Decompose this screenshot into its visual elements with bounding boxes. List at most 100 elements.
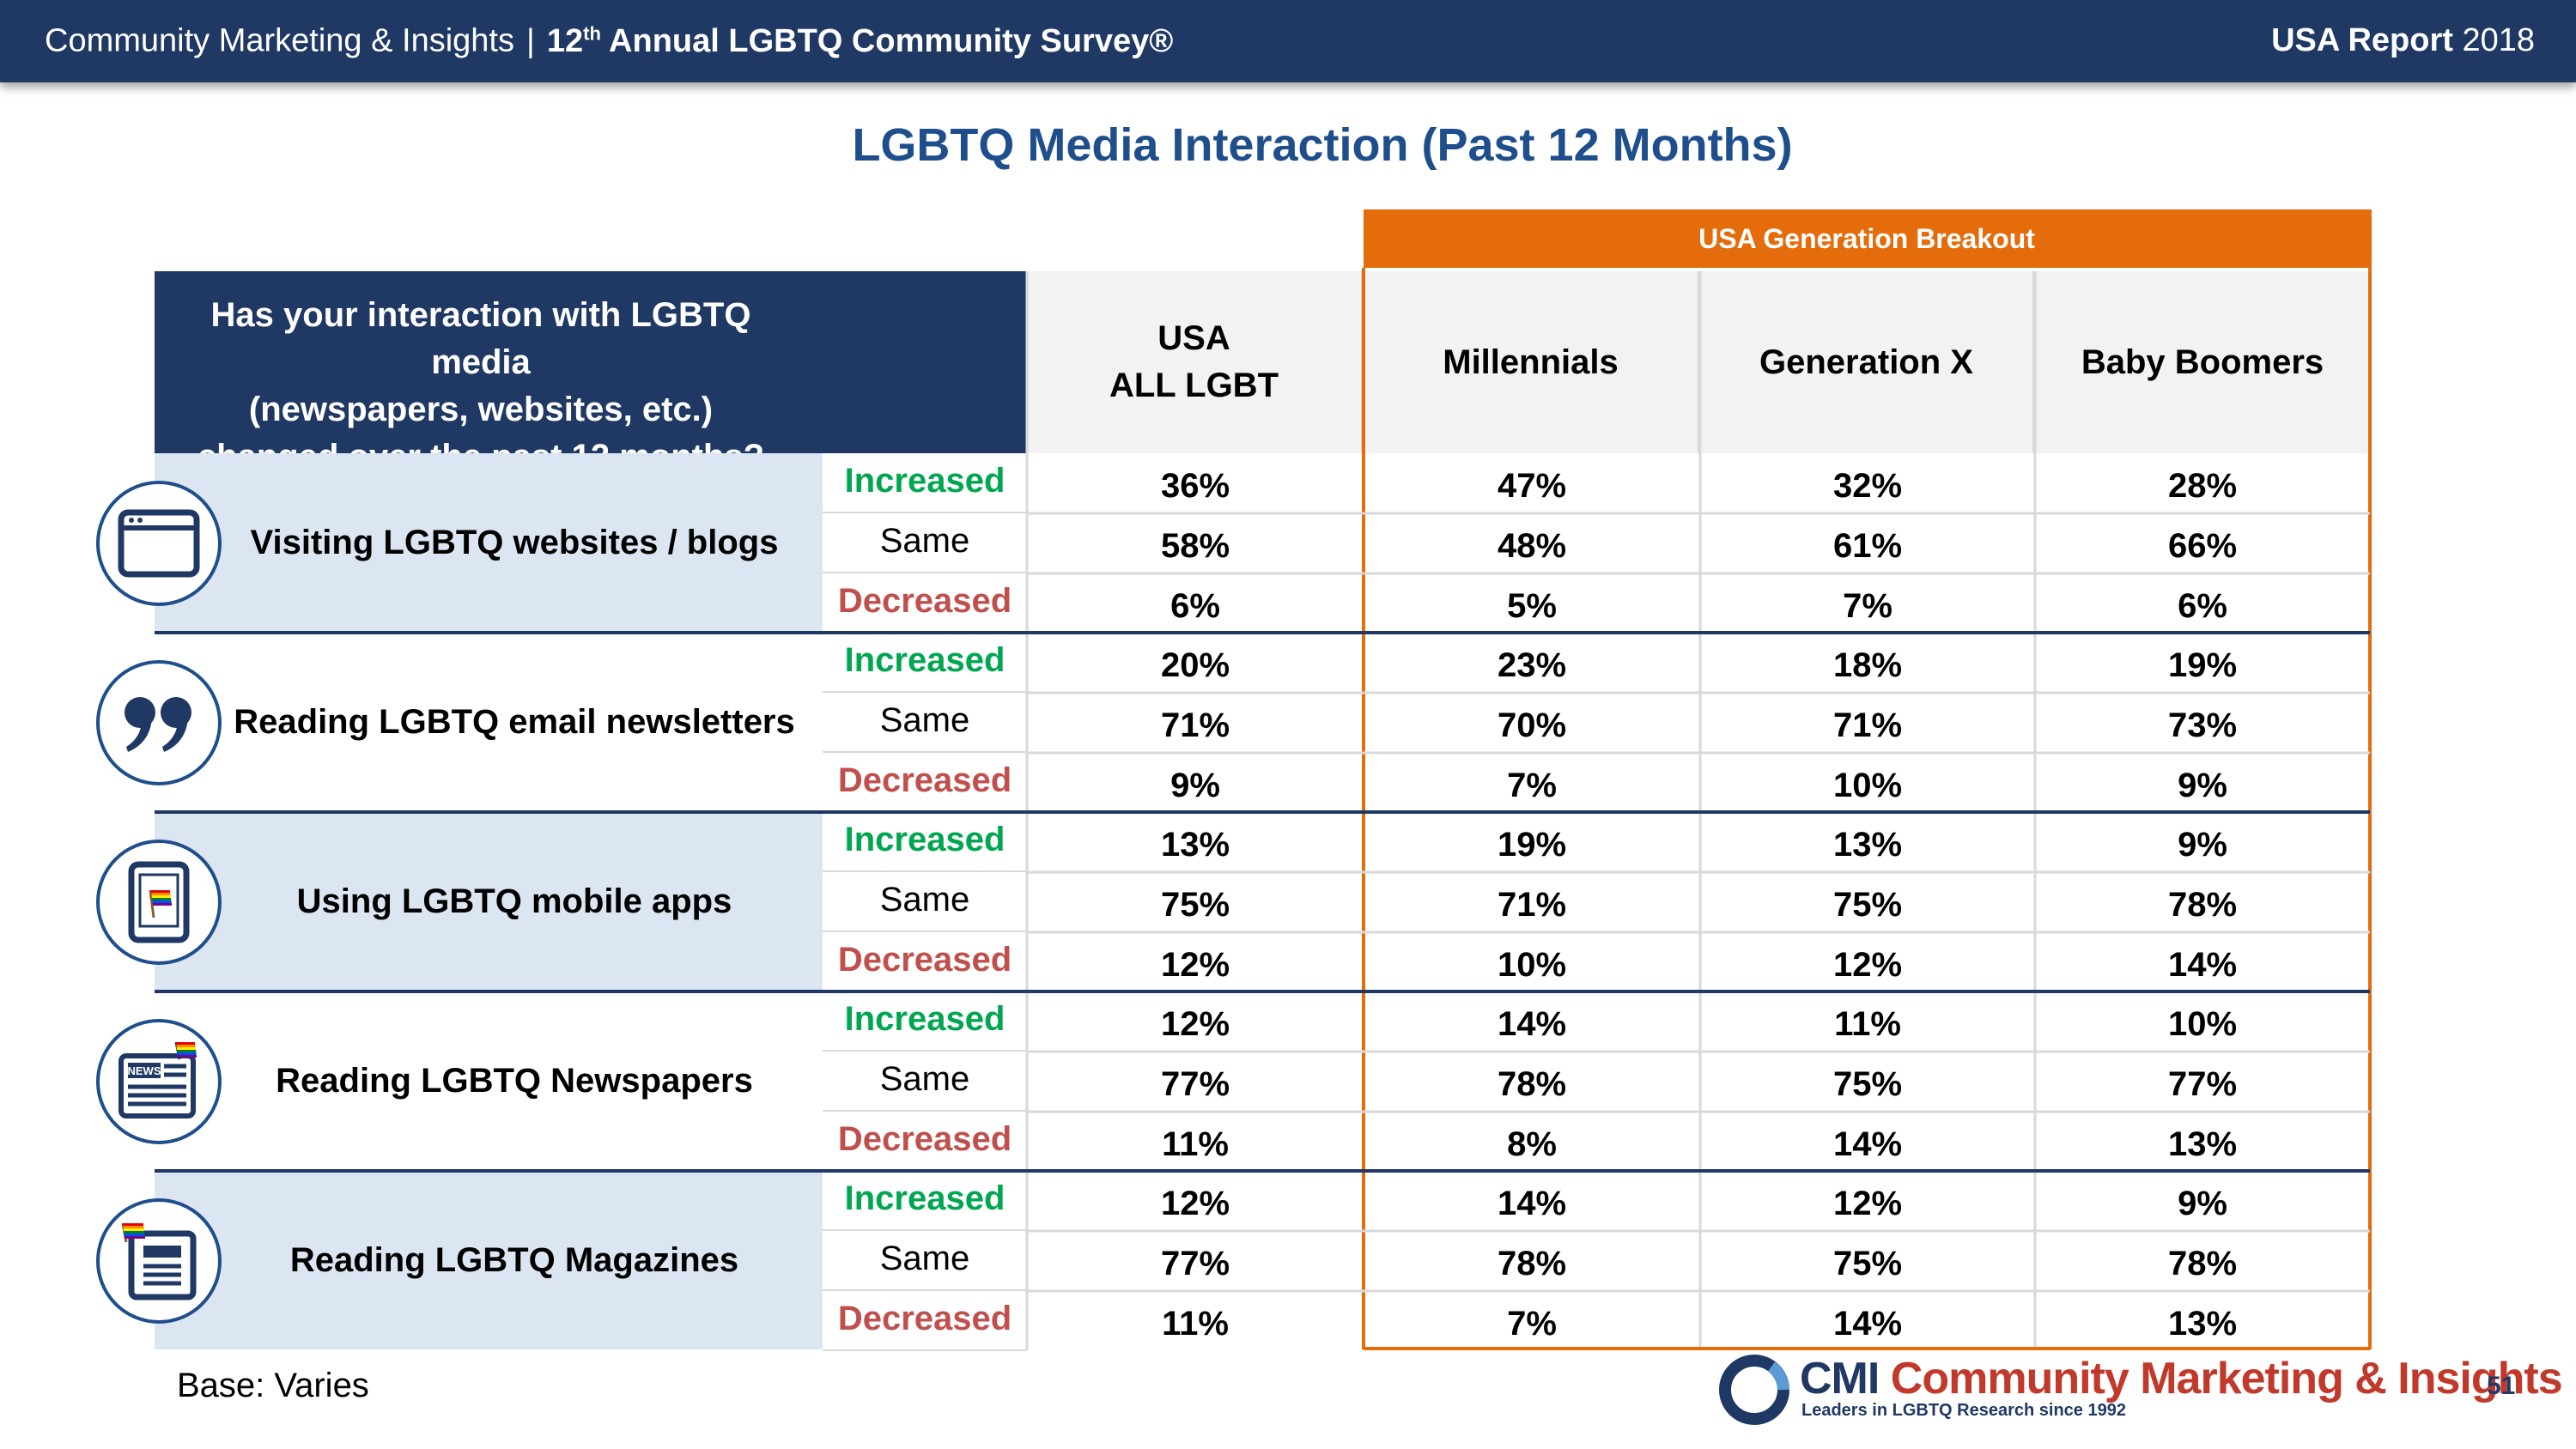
table-cell: 77% [1160,1065,1230,1103]
question-box: Has your interaction with LGBTQ media (n… [155,271,1027,476]
category-decreased: Decreased [823,1291,1027,1351]
table-cell: 23% [1497,646,1567,684]
category-increased: Increased [823,991,1027,1052]
category-increased: Increased [823,633,1027,693]
table-cell: 12% [1832,1185,1903,1222]
table-cell: 7% [1843,587,1893,625]
table-cell: 32% [1832,467,1903,505]
table-cell: 9% [1170,767,1220,804]
table-cell: 7% [1507,767,1557,804]
column-header-generation-x: Generation X [1700,271,2035,453]
category-increased: Increased [823,812,1027,872]
table-cell: 13% [2167,1125,2238,1163]
table-cell: 61% [1832,527,1903,565]
category-increased: Increased [823,1171,1027,1231]
table-cell: 12% [1160,946,1230,984]
table-cell: 10% [1497,946,1567,984]
table-cell: 71% [1160,706,1230,744]
survey-name: Annual LGBTQ Community Survey® [600,22,1174,59]
table-cell: 77% [2167,1065,2238,1103]
table-cell: 13% [1832,826,1903,864]
group-label: Reading LGBTQ email newsletters [234,702,795,741]
report-year: 2018 [2452,22,2535,58]
group-label: Reading LGBTQ Magazines [289,1240,739,1279]
table-cell: 36% [1160,467,1230,505]
column-header-all-lgbt: USA ALL LGBT [1027,271,1364,453]
table-cell: 28% [2167,467,2238,505]
slide-title: LGBTQ Media Interaction (Past 12 Months) [852,119,1793,171]
cmi-logo: CMI Community Marketing & Insights Leade… [1717,1351,2563,1428]
table-cell: 75% [1832,886,1903,924]
category-decreased: Decreased [823,753,1027,813]
table-cell: 11% [1162,1305,1229,1343]
svg-text:NEWS: NEWS [128,1064,161,1077]
magazine-icon [96,1198,222,1324]
column-header-baby-boomers: Baby Boomers [2035,271,2370,453]
table-cell: 20% [1160,646,1230,684]
logo-tagline: Leaders in LGBTQ Research since 1992 [1801,1401,2126,1420]
table-cell: 5% [1507,587,1557,625]
table-cell: 78% [1497,1065,1567,1103]
tablet-rainbow-flag-icon [96,840,222,965]
column-all-line-1: USA [1157,319,1230,357]
survey-ordinal-suffix: th [583,22,601,44]
table-cell: 18% [1832,646,1903,684]
generation-breakout-band: USA Generation Breakout [1364,209,2370,268]
table-cell: 12% [1160,1185,1230,1222]
table-cell: 58% [1160,527,1230,565]
table-cell: 66% [2167,527,2238,565]
table-cell: 9% [2178,1185,2227,1222]
table-cell: 9% [2178,826,2227,864]
category-decreased: Decreased [823,573,1027,634]
table-cell: 71% [1497,886,1567,924]
logo-wordmark: CMI Community Marketing & Insights [1800,1353,2563,1404]
table-cell: 70% [1497,706,1567,744]
report-label: USA Report 2018 [2271,22,2535,59]
category-same: Same [823,513,1027,573]
question-line-1: Has your interaction with LGBTQ media [210,296,751,381]
table-cell: 6% [2178,587,2227,625]
group-background [155,812,823,991]
category-decreased: Decreased [823,1112,1027,1172]
table-cell: 6% [1170,587,1220,625]
group-label: Using LGBTQ mobile apps [296,882,732,920]
table-cell: 14% [1832,1305,1903,1343]
survey-title: 12th Annual LGBTQ Community Survey® [547,22,1174,59]
table-cell: 78% [2167,1245,2238,1282]
table-cell: 47% [1497,467,1567,505]
table-cell: 9% [2178,767,2227,804]
category-decreased: Decreased [823,932,1027,992]
table-cell: 75% [1832,1245,1903,1282]
table-cell: 11% [1162,1125,1229,1163]
group-background [155,453,823,632]
logo-cmi: CMI [1800,1354,1880,1404]
table-cell: 8% [1507,1125,1557,1163]
table-cell: 14% [1497,1185,1567,1222]
question-line-2: (newspapers, websites, etc.) [248,391,714,428]
table-cell: 13% [2167,1305,2238,1343]
group-label: Visiting LGBTQ websites / blogs [250,523,779,561]
group-background [155,1171,823,1349]
page-number: 51 [2487,1372,2516,1400]
org-name: Community Marketing & Insights [45,22,514,59]
table-cell: 78% [2167,886,2238,924]
table-cell: 12% [1160,1005,1230,1043]
table-cell: 78% [1497,1245,1567,1282]
table-cell: 48% [1497,527,1567,565]
category-same: Same [823,872,1027,932]
table-cell: 10% [2167,1005,2238,1043]
column-header-millennials: Millennials [1364,271,1700,453]
table-cell: 12% [1832,946,1903,984]
table-cell: 14% [2167,946,2238,984]
table-cell: 19% [2167,646,2238,684]
header-bar: Community Marketing & Insights | 12th Annu… [0,0,2576,82]
column-all-line-2: ALL LGBT [1109,367,1279,404]
table-cell: 10% [1832,767,1903,804]
category-same: Same [823,1052,1027,1112]
table-cell: 19% [1497,826,1567,864]
table-cell: 14% [1497,1005,1567,1043]
category-increased: Increased [823,453,1027,513]
newspaper-icon: NEWS [96,1019,222,1144]
table-cell: 11% [1834,1005,1901,1043]
category-same: Same [823,1231,1027,1291]
